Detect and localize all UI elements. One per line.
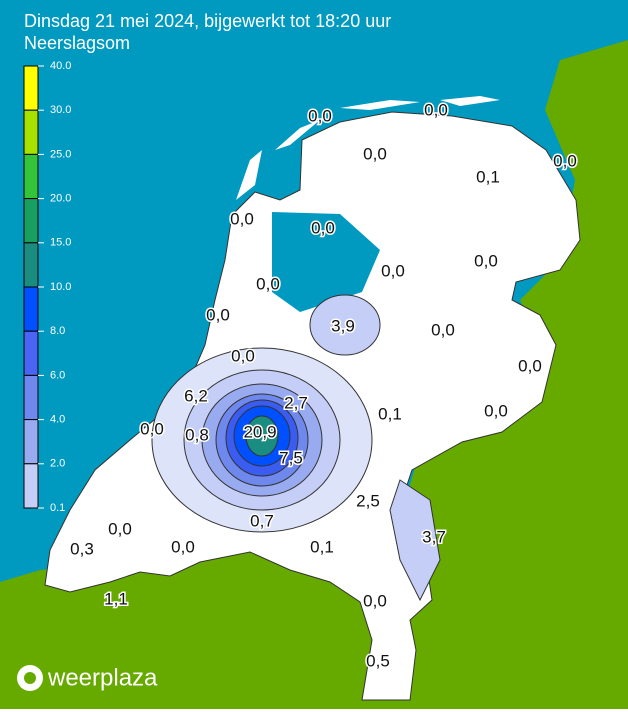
value-label: 3,9 [331,316,355,335]
logo-text: weerplaza [47,664,158,691]
value-label: 0,0 [230,209,254,228]
legend-swatch [23,109,39,155]
logo-icon-inner [24,672,36,684]
value-label: 20,9 [243,422,276,441]
value-label: 2,7 [284,393,308,412]
legend-label: 6.0 [50,369,65,381]
value-label: 0,0 [140,419,164,438]
value-label: 0,1 [378,404,402,423]
value-label: 6,2 [184,386,208,405]
legend-label: 25.0 [50,148,71,160]
legend-label: 2.0 [50,458,65,470]
subtitle: Neerslagsom [24,33,130,53]
value-label: 0,0 [171,537,195,556]
value-label: 0,0 [484,401,508,420]
value-label: 0,1 [476,167,500,186]
value-label: 0,0 [311,218,335,237]
legend-label: 0.1 [50,502,65,514]
value-labels: 0,0 0,0 0,0 0,0 0,1 0,0 0,0 0,0 0,0 0,0 3,9 0,0 0,0 0… [69,99,579,672]
value-label: 7,5 [279,448,303,467]
legend-label: 15.0 [50,237,71,249]
legend-label: 20.0 [50,193,71,205]
legend-swatch [23,374,39,421]
logo: weerplaza [17,664,158,691]
legend: 40.0 30.0 25.0 20.0 15.0 10.0 8.0 6.0 4.0 2.0 0.1 [23,60,71,514]
legend-label: 10.0 [50,281,71,293]
legend-swatch [23,330,39,376]
legend-swatch [23,153,39,200]
value-label: 0,0 [231,346,255,365]
value-label: 0,8 [185,425,209,444]
legend-swatch [23,419,39,465]
ijsselmeer [272,212,380,312]
contour [309,294,381,356]
value-label: 2,5 [356,491,380,510]
legend-swatch [23,242,39,288]
legend-label: 4.0 [50,414,65,426]
legend-swatch [23,65,39,111]
value-label: 0,0 [206,305,230,324]
legend-label: 40.0 [50,60,71,72]
contour [389,479,441,602]
value-label: 0,0 [424,100,448,119]
legend-swatch [23,198,39,244]
legend-swatch [23,463,39,509]
value-label: 0,5 [366,651,390,670]
value-label: 0,7 [250,511,274,530]
value-label: 0,0 [474,251,498,270]
contour [245,415,279,457]
value-label: 0,0 [518,356,542,375]
legend-label: 8.0 [50,325,65,337]
value-label: 1,1 [104,589,128,608]
value-label: 3,7 [422,527,446,546]
value-label: 0,0 [108,519,132,538]
value-label: 0,0 [553,151,577,170]
value-label: 0,0 [363,591,387,610]
value-label: 0,0 [431,320,455,339]
title: Dinsdag 21 mei 2024, bijgewerkt tot 18:2… [24,11,391,31]
value-label: 0,0 [308,106,332,125]
legend-swatch [23,286,39,332]
value-label: 0,0 [363,144,387,163]
land [0,40,628,709]
value-label: 0,3 [70,539,94,558]
rain-contours [151,347,373,533]
value-label: 0,0 [256,274,280,293]
value-label: 0,0 [381,261,405,280]
legend-label: 30.0 [50,104,71,116]
value-label: 0,1 [310,537,334,556]
